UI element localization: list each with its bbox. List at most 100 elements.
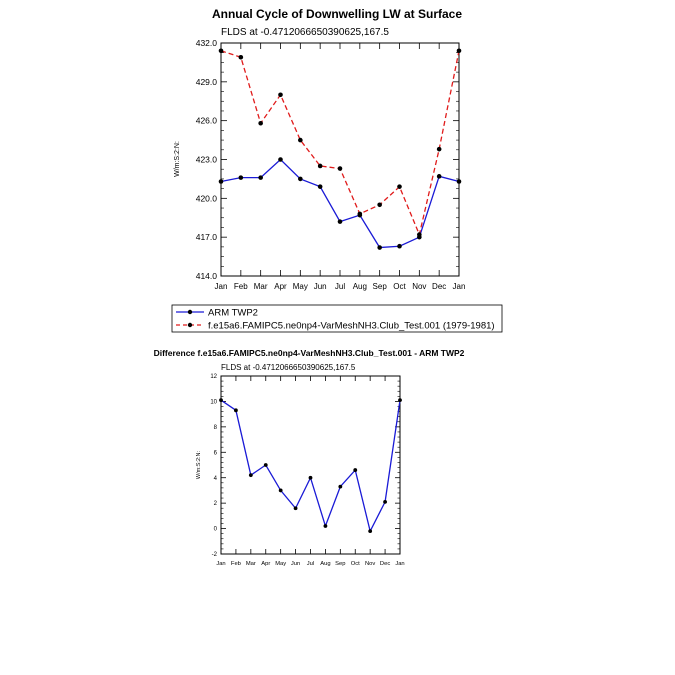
chart2-ytick-label: -2: [212, 552, 218, 558]
chart1-series-1-point: [436, 146, 442, 152]
chart2-series-0-point: [353, 468, 358, 472]
chart1-series-0-point: [298, 176, 303, 182]
chart1-title: Annual Cycle of Downwelling LW at Surfac…: [212, 7, 462, 21]
chart2-xtick-label: Aug: [320, 561, 330, 567]
chart1-xtick-label: Sep: [373, 282, 388, 291]
chart1-ytick-label: 420.0: [196, 193, 218, 203]
chart1-series-1-point: [238, 54, 244, 60]
chart2-axes: -2 0 2 4 6 8 10 12 Jan Feb Mar Apr May Jun Jul Aug Sep Oc…: [210, 374, 404, 567]
chart1-axes: 414.0 417.0 420.0 423.0 426.0 429.0 432.0 Jan Fe…: [196, 38, 466, 291]
chart2-xtick-label: Mar: [246, 561, 256, 567]
chart2-series-0-point: [308, 475, 313, 480]
chart1-series-1-point: [258, 120, 263, 126]
chart2-series-0-point: [323, 524, 328, 528]
chart1-subtitle: FLDS at -0.4712066650390625,167.5: [221, 27, 389, 38]
chart1-series-1-point: [298, 137, 303, 143]
chart1-series-0-point: [436, 174, 442, 179]
chart1-series-1-point: [417, 232, 422, 237]
chart2-xtick-label: Jul: [307, 561, 314, 567]
chart1-series-0-point: [337, 219, 343, 224]
chart1-xtick-label: Oct: [393, 282, 406, 291]
chart1-ytick-label: 432.0: [196, 38, 218, 48]
chart1-ylabel: W/m:S:2:N:: [174, 141, 181, 177]
chart2-series-0-point: [383, 499, 387, 504]
chart1-xtick-label: Jul: [335, 282, 345, 291]
chart2-series-0-point: [263, 463, 268, 467]
chart1-series-1-point: [317, 163, 323, 169]
chart2-ytick-label: 8: [214, 425, 218, 431]
legend-marker-arm: [187, 309, 193, 315]
chart1-xtick-label: Mar: [254, 282, 268, 291]
chart1-series: [218, 48, 462, 250]
chart1-legend: ARM TWP2 f.e15a6.FAMIPC5.ne0np4-VarMeshN…: [171, 304, 503, 333]
chart2-series-0-point: [338, 484, 343, 489]
chart2-xtick-label: Apr: [261, 561, 270, 567]
chart2-ytick-label: 2: [214, 501, 218, 507]
legend-box: [171, 304, 503, 333]
chart1-xtick-label: Jan: [453, 282, 466, 291]
chart2-series-0-point: [293, 506, 298, 511]
chart1-series-0-point: [258, 175, 263, 180]
chart2-series-0-point: [278, 488, 283, 493]
chart1-series-1-line: [220, 50, 460, 237]
chart1-series-0-point: [456, 179, 462, 184]
chart2-subtitle: FLDS at -0.4712066650390625,167.5: [221, 363, 356, 372]
chart1-xtick-label: Apr: [274, 282, 287, 291]
chart1-series-1-point: [218, 48, 224, 54]
chart2-ytick-label: 0: [214, 527, 218, 533]
chart1-xtick-label: May: [293, 282, 308, 291]
chart2-series-0-point: [368, 529, 373, 534]
legend-label-model: f.e15a6.FAMIPC5.ne0np4-VarMeshNH3.Club_T…: [208, 321, 495, 332]
chart1-xtick-label: Nov: [412, 282, 426, 291]
chart1-ytick-label: 429.0: [196, 77, 218, 87]
chart1-series-0-point: [397, 243, 402, 249]
chart2-series-0-point: [234, 408, 238, 413]
chart2-xtick-label: Feb: [231, 561, 241, 567]
chart2-series-0-point: [398, 398, 402, 403]
chart2-series-0-point: [219, 398, 223, 403]
chart2-xtick-label: Nov: [365, 561, 375, 567]
chart2-ytick-label: 6: [214, 450, 218, 456]
chart1-series-0-point: [218, 179, 224, 184]
chart1-series-1-point: [377, 202, 382, 208]
chart2-series-0-point: [248, 473, 253, 478]
chart1-series-1-point: [357, 211, 363, 217]
chart1-series-1-point: [337, 166, 343, 171]
chart2-xtick-label: Jun: [291, 561, 300, 567]
chart1-ytick-label: 414.0: [196, 271, 218, 281]
chart1-plot-frame: [220, 42, 460, 277]
chart2-ytick-label: 4: [214, 476, 218, 482]
chart2-ytick-label: 10: [210, 400, 217, 406]
chart2-xtick-label: Jan: [395, 561, 404, 567]
chart1-ytick-label: 423.0: [196, 154, 218, 164]
chart1-xtick-label: Jun: [314, 282, 327, 291]
chart2-title: Difference f.e15a6.FAMIPC5.ne0np4-VarMes…: [154, 348, 465, 358]
chart1-xtick-label: Feb: [234, 282, 248, 291]
chart1-series-0-point: [278, 157, 283, 162]
chart1-xtick-label: Jan: [215, 282, 228, 291]
chart2-ylabel: W/m:S:2:N:: [196, 450, 202, 479]
chart2-xtick-label: May: [275, 561, 286, 567]
chart1-series-0-point: [377, 245, 382, 250]
chart1-xtick-label: Dec: [432, 282, 446, 291]
chart1-series-0-line: [220, 158, 460, 249]
legend-label-arm: ARM TWP2: [208, 308, 258, 319]
chart-difference: Difference f.e15a6.FAMIPC5.ne0np4-VarMes…: [154, 348, 465, 567]
chart1-series-1-point: [397, 184, 402, 189]
chart1-ytick-label: 426.0: [196, 116, 218, 126]
chart1-series-0-point: [238, 175, 244, 180]
chart2-series-0-line: [220, 399, 401, 533]
chart2-xtick-label: Sep: [335, 561, 345, 567]
chart2-xtick-label: Jan: [216, 561, 225, 567]
chart1-series-1-point: [278, 92, 283, 98]
chart2-xtick-label: Oct: [351, 561, 360, 567]
chart2-ytick-label: 12: [210, 374, 217, 380]
chart1-series-0-point: [317, 184, 323, 189]
chart1-ytick-label: 417.0: [196, 232, 218, 242]
legend-marker-model: [187, 322, 193, 328]
chart2-series: [219, 398, 402, 534]
chart1-xtick-label: Aug: [353, 282, 367, 291]
chart2-xtick-label: Dec: [380, 561, 390, 567]
chart-annual-cycle: Annual Cycle of Downwelling LW at Surfac…: [171, 7, 503, 333]
